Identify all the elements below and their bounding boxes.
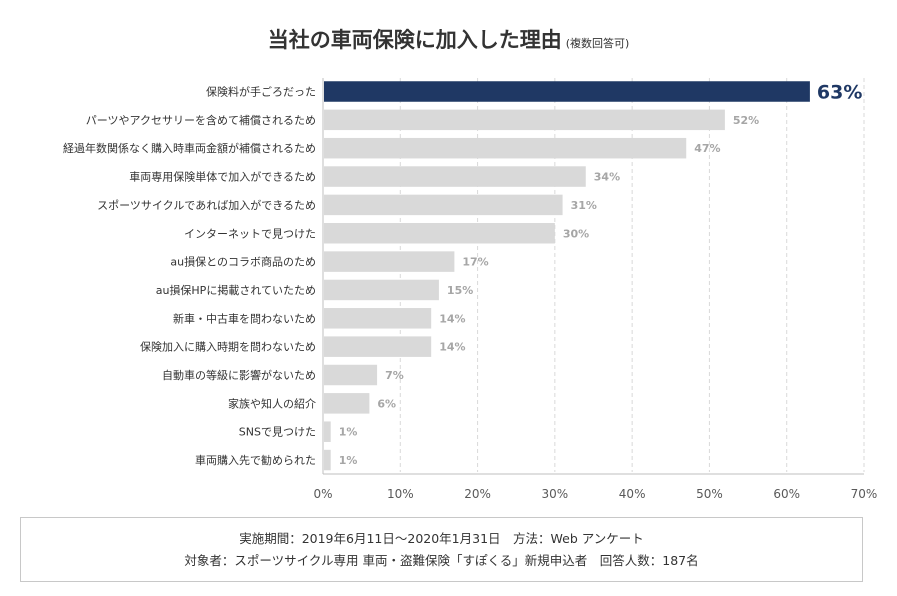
bar-6: [324, 251, 455, 272]
category-label-9: 保険加入に購入時期を問わないため: [140, 340, 316, 354]
category-label-4: スポーツサイクルであれば加入ができるため: [97, 198, 316, 212]
category-label-8: 新車・中古車を問わないため: [173, 311, 316, 325]
category-label-0: 保険料が手ごろだった: [206, 85, 316, 99]
bar-8: [324, 308, 432, 329]
value-label-9: 14%: [439, 341, 465, 354]
category-label-11: 家族や知人の紹介: [228, 396, 316, 410]
x-tick-label-70: 70%: [851, 487, 878, 501]
value-label-4: 31%: [571, 199, 597, 212]
value-label-1: 52%: [733, 114, 759, 127]
category-label-12: SNSで見つけた: [239, 426, 316, 439]
value-label-6: 17%: [462, 256, 488, 269]
chart-title: 当社の車両保険に加入した理由: [267, 28, 562, 52]
value-label-3: 34%: [594, 171, 620, 184]
x-tick-label-0: 0%: [313, 487, 332, 501]
chart-subtitle: (複数回答可): [565, 37, 630, 50]
bar-11: [324, 393, 370, 414]
bar-12: [324, 421, 331, 442]
category-label-5: インターネットで見つけた: [184, 227, 316, 240]
bar-13: [324, 449, 331, 471]
bar-7: [324, 279, 439, 301]
footnote-line-1: 実施期間：2019年6月11日〜2020年1月31日 方法：Web アンケート: [239, 530, 644, 546]
x-tick-label-50: 50%: [696, 487, 723, 501]
value-label-13: 1%: [339, 454, 358, 467]
value-label-5: 30%: [563, 227, 589, 240]
bar-10: [324, 364, 378, 386]
x-tick-label-40: 40%: [619, 487, 646, 501]
bar-9: [324, 336, 432, 357]
category-label-10: 自動車の等級に影響がないため: [162, 368, 316, 382]
bar-2: [324, 137, 687, 159]
value-label-11: 6%: [377, 397, 396, 410]
chart-title-block: 当社の車両保険に加入した理由 (複数回答可): [0, 24, 897, 54]
survey-footnote: 実施期間：2019年6月11日〜2020年1月31日 方法：Web アンケート …: [20, 517, 863, 582]
value-label-10: 7%: [385, 369, 404, 382]
value-label-12: 1%: [339, 426, 358, 439]
category-label-1: パーツやアクセサリーを含めて補償されるため: [86, 113, 316, 127]
bar-4: [324, 194, 563, 216]
category-label-6: au損保とのコラボ商品のため: [170, 255, 316, 269]
x-tick-label-20: 20%: [464, 487, 491, 501]
category-label-3: 車両専用保険単体で加入ができるため: [129, 170, 316, 184]
value-label-2: 47%: [694, 142, 720, 155]
value-label-7: 15%: [447, 284, 473, 297]
bar-0: [324, 81, 810, 102]
x-tick-label-60: 60%: [773, 487, 800, 501]
value-label-0: 63%: [817, 82, 862, 104]
bar-3: [324, 166, 586, 187]
category-label-13: 車両購入先で勧められた: [195, 453, 316, 467]
bar-5: [324, 223, 555, 244]
category-label-7: au損保HPに掲載されていたため: [156, 283, 316, 297]
bar-1: [324, 109, 725, 131]
footnote-line-2: 対象者：スポーツサイクル専用 車両・盗難保険「すぽくる」新規申込者 回答人数：1…: [184, 552, 699, 568]
x-tick-label-30: 30%: [542, 487, 569, 501]
bar-chart: 保険料が手ごろだった 63% パーツやアクセサリーを含めて補償されるため 52% 経過年…: [63, 78, 878, 501]
x-tick-label-10: 10%: [387, 487, 414, 501]
category-label-2: 経過年数関係なく購入時車両金額が補償されるため: [63, 141, 316, 155]
value-label-8: 14%: [439, 312, 465, 325]
